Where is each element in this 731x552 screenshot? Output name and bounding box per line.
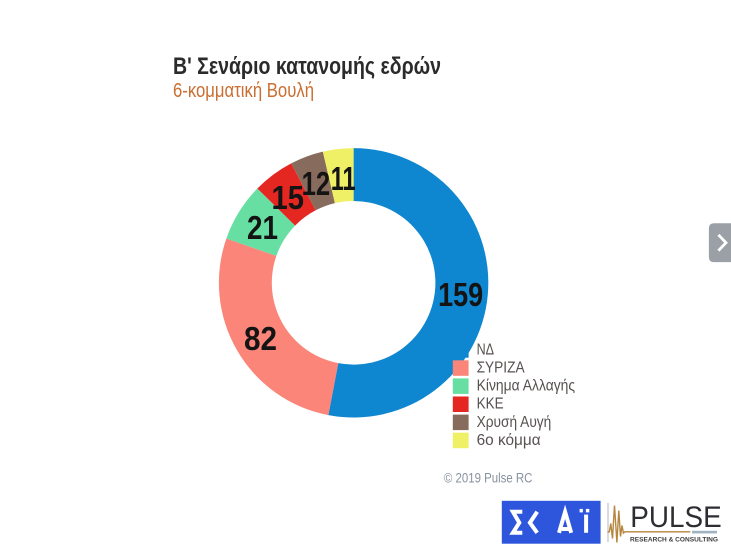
- svg-text:159: 159: [438, 276, 483, 313]
- svg-text:6ο κόμμα: 6ο κόμμα: [477, 432, 541, 449]
- svg-text:6-κομματική Βουλή: 6-κομματική Βουλή: [173, 80, 314, 102]
- svg-text:Κίνημα Αλλαγής: Κίνημα Αλλαγής: [477, 378, 576, 395]
- svg-text:© 2019 Pulse RC: © 2019 Pulse RC: [444, 471, 533, 486]
- svg-text:ΣΥΡΙΖΑ: ΣΥΡΙΖΑ: [477, 360, 525, 377]
- svg-text:Χρυσή Αυγή: Χρυσή Αυγή: [477, 414, 552, 431]
- svg-text:ΝΔ: ΝΔ: [477, 341, 495, 358]
- svg-text:PULSE: PULSE: [630, 501, 721, 534]
- svg-text:15: 15: [272, 179, 305, 216]
- svg-text:RESEARCH & CONSULTING: RESEARCH & CONSULTING: [630, 536, 718, 543]
- svg-text:12: 12: [302, 165, 331, 202]
- svg-text:11: 11: [331, 160, 356, 197]
- svg-text:ΚΚΕ: ΚΚΕ: [477, 396, 504, 413]
- svg-text:Β' Σενάριο κατανομής εδρών: Β' Σενάριο κατανομής εδρών: [173, 53, 441, 80]
- svg-text:82: 82: [244, 320, 277, 357]
- svg-text:21: 21: [247, 209, 278, 246]
